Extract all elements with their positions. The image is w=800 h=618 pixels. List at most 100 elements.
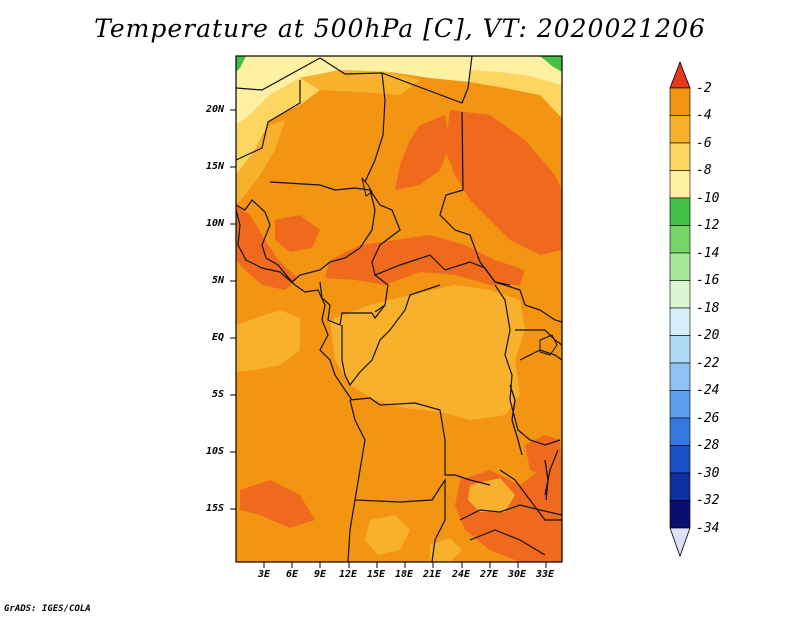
colorbar-cell	[669, 500, 691, 529]
lon-label: 3E	[258, 569, 271, 580]
country-borders	[236, 56, 562, 562]
field-dark-ne	[445, 110, 562, 255]
lake-chad	[361, 177, 373, 197]
colorbar-label: -22	[696, 356, 720, 371]
lon-label: 6E	[286, 569, 299, 580]
lon-label: 18E	[395, 569, 414, 580]
lat-label: 5N	[212, 275, 225, 286]
colorbar-label: -24	[696, 383, 720, 398]
field-light-center	[330, 285, 525, 420]
lon-ticks	[263, 562, 547, 568]
border-path	[374, 254, 526, 306]
field-light-w	[236, 120, 285, 205]
border-path	[349, 397, 491, 486]
field-light-coast	[236, 310, 300, 372]
field-green-nw	[236, 56, 246, 72]
colorbar-label: -18	[696, 301, 720, 316]
colorbar-cell	[669, 170, 691, 199]
border-path	[236, 57, 321, 91]
border-path	[519, 349, 562, 361]
border-path	[236, 80, 301, 161]
lon-label: 27E	[480, 569, 499, 580]
colorbar-label: -34	[696, 521, 720, 536]
grads-credit: GrADS: IGES/COLA	[4, 604, 91, 614]
colorbar-label: -2	[696, 81, 712, 96]
field-dark-mid	[275, 215, 320, 252]
lon-label: 12E	[339, 569, 358, 580]
border-path	[499, 469, 562, 521]
colorbar-cell	[669, 280, 691, 309]
colorbar-label: -20	[696, 328, 720, 343]
colorbar-label: -12	[696, 218, 720, 233]
colorbar-cell	[669, 252, 691, 281]
border-path	[354, 477, 446, 562]
lon-label: 9E	[314, 569, 327, 580]
colorbar-label: -8	[696, 163, 712, 178]
field-light-south2	[430, 538, 462, 562]
colorbar-cell	[669, 115, 691, 144]
colorbar-label: -4	[696, 108, 712, 123]
colorbar-label: -16	[696, 273, 720, 288]
border-path	[544, 449, 559, 496]
map-frame	[235, 55, 563, 563]
lat-ticks	[230, 109, 236, 510]
lat-label: 15N	[206, 161, 225, 172]
colorbar-label: -14	[696, 246, 720, 261]
field-dark-sw	[240, 480, 315, 528]
colorbar-top-arrow	[669, 60, 691, 89]
colorbar-label: -32	[696, 493, 720, 508]
colorbar-label: -28	[696, 438, 720, 453]
colorbar-cell	[669, 362, 691, 391]
field-yellow-north	[470, 70, 562, 118]
border-path	[459, 504, 562, 521]
map-title: Temperature at 500hPa [C], VT: 202002120…	[94, 14, 706, 43]
field-yellow-west	[236, 78, 320, 175]
lat-label: 10N	[206, 218, 225, 229]
lat-label: 5S	[212, 389, 225, 400]
border-path	[269, 181, 376, 283]
lat-label: 10S	[206, 446, 225, 457]
colorbar-bottom-arrow	[669, 527, 691, 558]
colorbar-label: -30	[696, 466, 720, 481]
field-dark-se2	[525, 435, 562, 478]
border-path	[515, 329, 562, 346]
lake-victoria	[539, 334, 558, 356]
temperature-field	[236, 56, 562, 562]
border-path	[319, 56, 473, 104]
field-light-se	[468, 478, 515, 512]
border-path	[469, 529, 546, 556]
lat-label: 20N	[206, 104, 225, 115]
field-dark-west	[236, 205, 298, 290]
colorbar-cell	[669, 142, 691, 171]
border-path	[236, 199, 293, 283]
coastline-west	[236, 209, 353, 401]
lon-label: 33E	[536, 569, 555, 580]
lat-label: 15S	[206, 503, 225, 514]
colorbar-cell	[669, 417, 691, 446]
colorbar-label: -6	[696, 136, 712, 151]
lake-malawi	[544, 459, 549, 501]
colorbar-label: -26	[696, 411, 720, 426]
colorbar	[669, 60, 691, 558]
lake-tanganyika	[509, 384, 523, 456]
border-path	[319, 281, 386, 326]
colorbar-cell	[669, 87, 691, 116]
colorbar-label: -10	[696, 191, 720, 206]
border-path	[347, 399, 366, 562]
colorbar-cell	[669, 197, 691, 226]
lon-label: 30E	[508, 569, 527, 580]
colorbar-cell	[669, 445, 691, 474]
field-light-south	[365, 515, 410, 555]
colorbar-cell	[669, 390, 691, 419]
lat-label: EQ	[212, 332, 225, 343]
border-path	[524, 304, 562, 323]
field-green-ne	[540, 56, 562, 72]
border-path	[364, 72, 386, 183]
border-path	[369, 189, 401, 313]
lon-label: 24E	[452, 569, 471, 580]
colorbar-cell	[669, 335, 691, 364]
colorbar-cell	[669, 307, 691, 336]
colorbar-cell	[669, 472, 691, 501]
lon-label: 21E	[423, 569, 442, 580]
